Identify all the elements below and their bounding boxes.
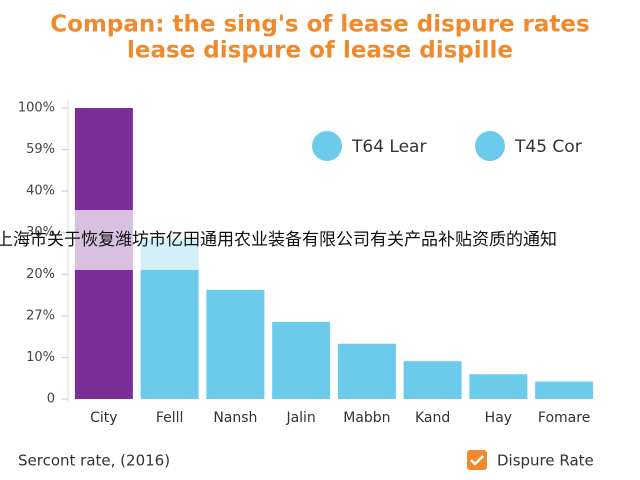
chart-subtitle: lease dispure of lease dispille [127, 38, 513, 64]
overlay-text: 上海市关于恢复潍坊市亿田通用农业装备有限公司有关产品补贴资质的通知 [0, 230, 557, 250]
y-tick-label: 10% [26, 350, 55, 365]
legend-label: T45 Cor [514, 137, 582, 157]
y-tick-label: 20% [26, 267, 55, 282]
footnote: Sercont rate, (2016) [18, 452, 170, 470]
legend-swatch [475, 131, 505, 161]
legend-swatch [312, 131, 342, 161]
x-tick-label: Jalin [285, 410, 315, 426]
checkbox[interactable] [467, 450, 487, 470]
x-tick-label: Fomare [538, 410, 590, 426]
overlay-band [70, 210, 202, 270]
x-tick-label: Mabbn [343, 410, 390, 426]
bar [469, 374, 528, 399]
legend-label: T64 Lear [351, 137, 426, 157]
y-tick-label: 59% [26, 142, 55, 157]
x-tick-label: Nansh [213, 410, 257, 426]
bar [272, 321, 331, 399]
y-tick-label: 40% [26, 184, 55, 199]
bar [206, 289, 265, 399]
x-tick-label: City [90, 410, 117, 426]
y-tick-label: 0 [47, 392, 55, 407]
chart-title: Compan: the sing's of lease dispure rate… [50, 12, 589, 38]
y-tick-label: 30% [26, 225, 55, 240]
bar [337, 343, 396, 399]
bar [535, 381, 594, 399]
y-tick-label: 100% [18, 101, 55, 116]
bar [403, 361, 462, 399]
checkmark [470, 455, 484, 466]
x-tick-label: Felll [156, 410, 184, 426]
x-tick-label: Kand [415, 410, 450, 426]
checkbox-label: Dispure Rate [497, 452, 594, 470]
x-tick-label: Hay [485, 410, 512, 426]
y-tick-label: 27% [26, 308, 55, 323]
